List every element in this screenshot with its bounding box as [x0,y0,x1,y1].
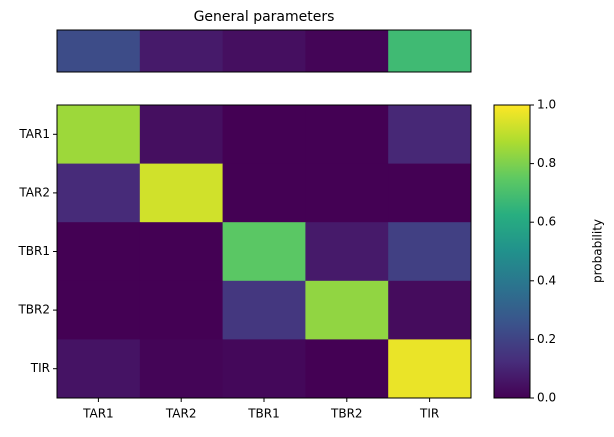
heatmap-cell [388,30,472,73]
x-tick-label: TAR2 [165,407,197,421]
colorbar-tick-label: 0.2 [537,332,556,346]
chart-title: General parameters [194,9,335,25]
heatmap-cell [57,280,141,340]
heatmap-cell [222,163,306,223]
x-tick-label: TAR1 [82,407,114,421]
heatmap-cell [139,339,224,399]
heatmap-cell [305,163,389,223]
heatmap-cell [388,280,472,340]
plot-frame [56,29,472,73]
heatmap-cell [305,30,389,73]
heatmap-cell [222,222,306,282]
y-tick-label: TAR1 [18,127,50,141]
heatmap-cell [57,222,141,282]
heatmap-cell [222,339,306,399]
heatmap-cell [388,222,472,282]
heatmap-cell [139,30,224,73]
y-tick-label: TAR2 [18,185,50,199]
heatmap-cell [222,105,306,165]
heatmap-cell [139,280,224,340]
colorbar-label: probability [591,219,605,283]
colorbar-tick-label: 1.0 [537,98,556,112]
heatmap-cell [305,105,389,165]
heatmap-cell [139,105,224,165]
x-tick-label: TBR1 [247,407,280,421]
y-tick-label: TBR1 [17,244,50,258]
x-tick-label: TIR [419,407,439,421]
heatmap-cell [57,30,141,73]
y-tick-label: TIR [30,361,50,375]
colorbar-tick-label: 0.8 [537,156,556,170]
heatmap-cell [305,280,389,340]
heatmap-cell [57,339,141,399]
heatmap-cell [222,280,306,340]
colorbar-tick-label: 0.6 [537,215,556,229]
heatmap-cell [57,105,141,165]
heatmap-cell [139,222,224,282]
heatmap-cell [388,163,472,223]
y-tick-label: TBR2 [17,303,50,317]
heatmap-cell [305,339,389,399]
heatmap-cell [388,105,472,165]
heatmap-cell [57,163,141,223]
colorbar-tick-label: 0.4 [537,273,556,287]
heatmap-cell [305,222,389,282]
heatmap-cell [139,163,224,223]
heatmap-cell [222,30,306,73]
x-tick-label: TBR2 [330,407,363,421]
colorbar-tick-label: 0.0 [537,391,556,405]
heatmap-cell [388,339,472,399]
colorbar [493,104,531,399]
